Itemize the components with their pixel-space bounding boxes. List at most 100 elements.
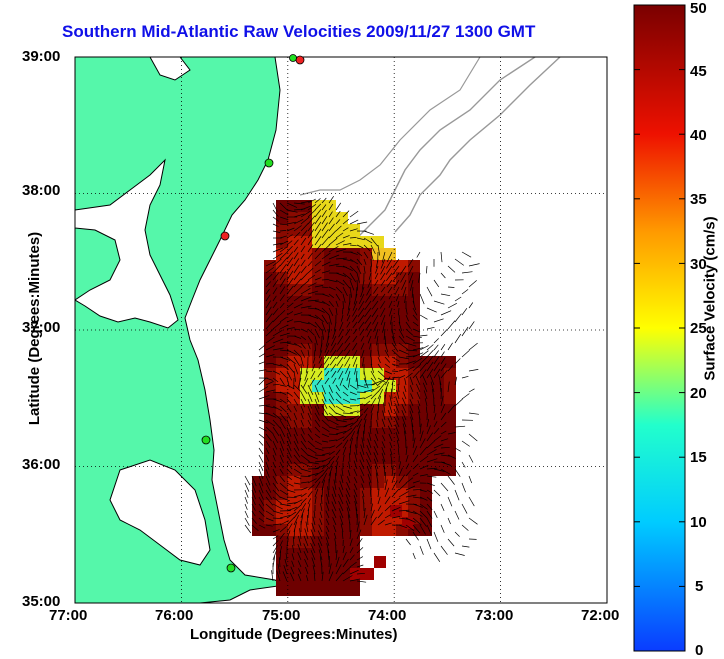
velocity-arrow — [324, 342, 330, 353]
velocity-arrow — [300, 200, 311, 204]
velocity-arrow — [426, 510, 433, 519]
velocity-arrow — [300, 426, 305, 435]
velocity-cell — [420, 368, 432, 380]
velocity-arrow — [405, 342, 417, 347]
velocity-arrow — [356, 521, 360, 533]
velocity-arrow — [346, 482, 351, 491]
velocity-arrow — [279, 520, 289, 526]
velocity-arrow — [364, 300, 372, 311]
velocity-arrow — [305, 521, 309, 533]
velocity-arrow — [286, 482, 294, 487]
velocity-arrow — [265, 447, 270, 454]
velocity-arrow — [440, 421, 447, 428]
velocity-arrow — [272, 202, 278, 212]
velocity-arrow — [447, 432, 456, 435]
velocity-arrow — [380, 307, 386, 317]
velocity-arrow — [344, 335, 351, 344]
velocity-cell — [276, 320, 288, 332]
velocity-cell — [324, 488, 336, 500]
velocity-cell — [444, 440, 456, 452]
velocity-arrow — [244, 517, 250, 526]
velocity-arrow — [293, 440, 300, 451]
velocity-arrow — [377, 244, 381, 256]
velocity-arrow — [426, 458, 438, 463]
velocity-arrow — [279, 405, 287, 413]
velocity-arrow — [307, 244, 314, 253]
velocity-arrow — [429, 374, 435, 386]
velocity-arrow — [312, 565, 316, 575]
velocity-arrow — [349, 219, 359, 225]
velocity-cell — [360, 524, 372, 536]
velocity-arrow — [321, 293, 330, 297]
velocity-arrow — [419, 517, 427, 527]
velocity-cell — [288, 332, 300, 344]
velocity-arrow — [375, 258, 379, 269]
velocity-cell — [336, 320, 348, 332]
velocity-cell — [372, 392, 384, 404]
velocity-arrow — [461, 349, 470, 358]
velocity-arrow — [357, 307, 365, 317]
velocity-arrow — [342, 427, 353, 435]
velocity-arrow — [342, 398, 351, 403]
velocity-arrow — [415, 383, 421, 393]
velocity-cell — [396, 440, 408, 452]
velocity-arrow — [426, 449, 437, 456]
velocity-arrow — [461, 307, 468, 316]
velocity-arrow — [454, 531, 460, 537]
velocity-arrow — [392, 272, 400, 282]
velocity-arrow — [279, 286, 286, 295]
velocity-arrow — [349, 398, 357, 401]
colorbar-label: Surface Velocity (cm/s) — [701, 216, 719, 381]
velocity-arrow — [356, 391, 366, 393]
velocity-arrow — [353, 293, 358, 305]
velocity-arrow — [307, 314, 319, 319]
velocity-arrow — [272, 272, 280, 281]
velocity-cell — [336, 392, 348, 404]
velocity-arrow — [265, 454, 270, 462]
velocity-arrow — [349, 538, 353, 547]
velocity-arrow — [340, 523, 344, 533]
velocity-arrow — [356, 221, 368, 225]
velocity-arrow — [342, 551, 347, 561]
velocity-arrow — [314, 260, 322, 267]
velocity-arrow — [398, 321, 403, 332]
velocity-arrow — [329, 356, 337, 366]
velocity-cell — [396, 380, 408, 392]
velocity-arrow — [447, 365, 454, 372]
velocity-cell — [336, 584, 348, 596]
velocity-arrow — [377, 512, 383, 519]
velocity-arrow — [411, 286, 414, 298]
velocity-arrow — [332, 486, 337, 498]
velocity-arrow — [272, 347, 284, 351]
velocity-arrow — [419, 293, 425, 305]
velocity-arrow — [447, 404, 456, 414]
velocity-arrow — [394, 424, 400, 435]
velocity-cell — [300, 296, 312, 308]
x-axis-label: Longitude (Degrees:Minutes) — [190, 626, 398, 643]
velocity-arrow — [300, 405, 305, 414]
velocity-cell — [336, 536, 348, 548]
velocity-arrow — [328, 460, 335, 470]
velocity-cell — [432, 428, 444, 440]
velocity-arrow — [284, 558, 288, 568]
velocity-arrow — [348, 377, 351, 388]
velocity-arrow — [251, 489, 256, 500]
velocity-arrow — [307, 349, 310, 357]
velocity-arrow — [468, 280, 477, 288]
velocity-arrow — [307, 215, 316, 225]
velocity-arrow — [302, 377, 309, 388]
velocity-arrow — [345, 363, 351, 375]
velocity-cell — [384, 524, 396, 536]
velocity-arrow — [389, 395, 393, 407]
velocity-arrow — [439, 381, 442, 393]
velocity-arrow — [353, 489, 358, 498]
velocity-arrow — [338, 493, 344, 505]
velocity-arrow — [349, 391, 357, 396]
velocity-cell — [396, 464, 408, 476]
velocity-cell — [264, 308, 276, 320]
pamlico-sound — [109, 459, 211, 566]
velocity-arrow — [440, 524, 445, 533]
velocity-arrow — [321, 419, 330, 427]
velocity-arrow — [300, 497, 307, 505]
velocity-arrow — [307, 274, 316, 281]
